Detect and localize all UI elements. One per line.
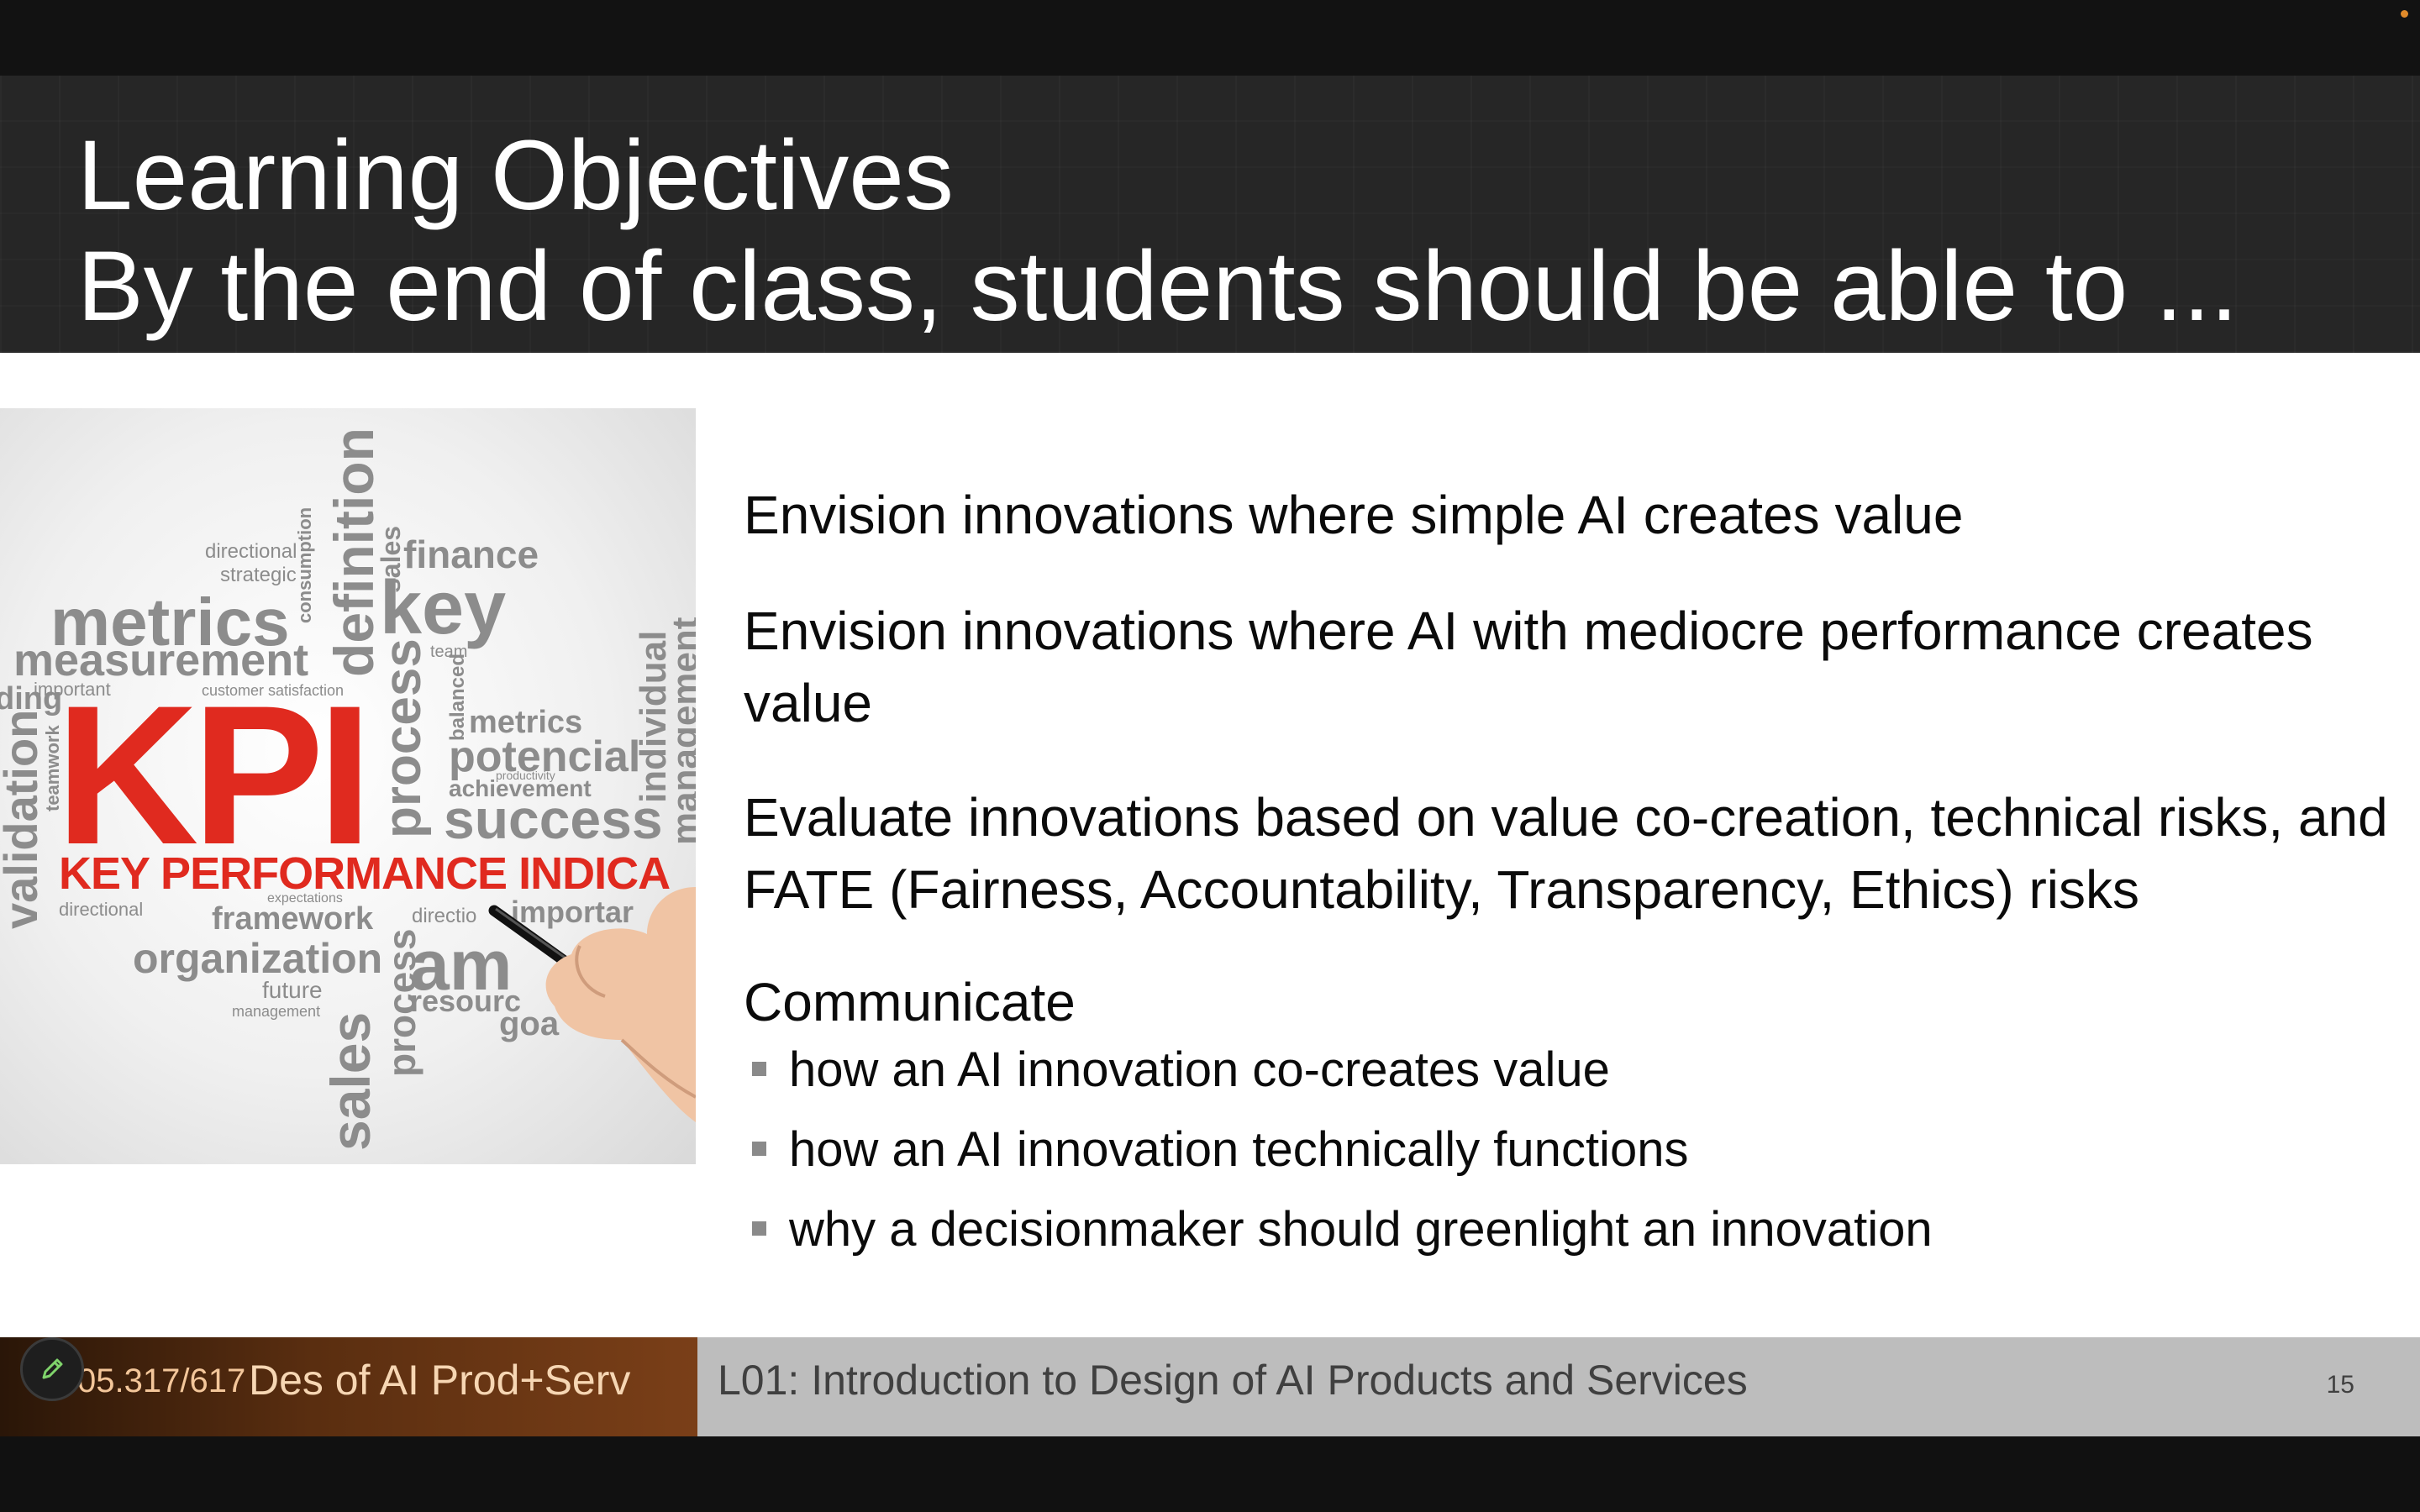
slide-footer: 05.317/617 Des of AI Prod+Serv L01: Intr… xyxy=(0,1337,2420,1436)
course-name: Des of AI Prod+Serv xyxy=(249,1357,631,1404)
list-item-text: how an AI innovation technically functio… xyxy=(789,1122,1689,1177)
slide: Learning Objectives By the end of class,… xyxy=(0,76,2420,1436)
annotate-button[interactable] xyxy=(20,1337,84,1401)
word-metrics2: metrics xyxy=(469,705,582,740)
lecture-title: L01: Introduction to Design of AI Produc… xyxy=(718,1357,1748,1404)
word-organization: organization xyxy=(133,935,382,982)
word-goa: goa xyxy=(499,1005,560,1042)
course-banner: 05.317/617 Des of AI Prod+Serv xyxy=(0,1337,697,1436)
word-management-small: management xyxy=(232,1003,320,1020)
word-framework: framework xyxy=(212,901,374,937)
word-future: future xyxy=(262,977,323,1003)
recording-indicator xyxy=(2401,10,2408,18)
word-team: team xyxy=(430,643,467,661)
list-item: how an AI innovation co-creates value xyxy=(744,1037,1933,1116)
word-success: success xyxy=(444,788,663,850)
kpi-banner: KEY PERFORMANCE INDICA xyxy=(59,848,670,899)
hand-with-pen xyxy=(488,887,696,1122)
objective-3: Evaluate innovations based on value co-c… xyxy=(744,787,2388,920)
word-balanced: balanced xyxy=(446,654,469,741)
word-strategic: strategic xyxy=(220,564,297,586)
word-metrics: metrics xyxy=(50,585,290,659)
word-directional2: directional xyxy=(59,899,143,920)
list-item-text: how an AI innovation co-creates value xyxy=(789,1042,1610,1097)
word-validation: validation xyxy=(0,710,47,929)
lecture-banner: L01: Introduction to Design of AI Produc… xyxy=(697,1337,2420,1436)
word-measurement: measurement xyxy=(13,635,308,685)
word-importar: importar xyxy=(511,895,634,929)
list-item: why a decisionmaker should greenlight an… xyxy=(744,1196,1933,1276)
word-teamwork: teamwork xyxy=(42,725,63,811)
word-process: process xyxy=(374,638,432,838)
objective-2: Envision innovations where AI with medio… xyxy=(744,601,2313,733)
word-sales-bottom: sales xyxy=(319,1012,381,1151)
word-ding: ding xyxy=(0,681,62,717)
word-finance: finance xyxy=(403,533,539,576)
kpi-main-word: KPI xyxy=(55,664,366,886)
word-consumption: consumption xyxy=(294,507,315,623)
slide-subtitle: By the end of class, students should be … xyxy=(77,231,2238,342)
list-item-text: why a decisionmaker should greenlight an… xyxy=(789,1202,1933,1257)
slide-title: Learning Objectives xyxy=(77,120,954,231)
word-sales-top: sales xyxy=(376,526,406,593)
word-expectations: expectations xyxy=(267,891,343,906)
word-am: am xyxy=(410,926,512,1005)
communicate-list: how an AI innovation co-creates value ho… xyxy=(744,1037,1933,1276)
square-bullet-icon xyxy=(752,1142,766,1156)
square-bullet-icon xyxy=(752,1221,766,1236)
slide-header: Learning Objectives By the end of class,… xyxy=(0,76,2420,353)
bottom-bar xyxy=(0,1436,2420,1512)
word-achievement: achievement xyxy=(449,775,592,801)
objective-4: Communicate xyxy=(744,972,1076,1032)
top-bar xyxy=(0,0,2420,76)
word-process-bottom: process xyxy=(380,929,424,1077)
list-item: how an AI innovation technically functio… xyxy=(744,1116,1933,1196)
word-directio: directio xyxy=(412,905,476,927)
word-management: management xyxy=(665,617,696,845)
word-potencial: potencial xyxy=(449,732,640,781)
word-key: key xyxy=(380,566,506,650)
word-individual: individual xyxy=(633,631,674,803)
pencil-icon xyxy=(42,1358,63,1379)
objective-1: Envision innovations where simple AI cre… xyxy=(744,485,1964,545)
word-productivity: productivity xyxy=(496,769,555,782)
word-definition: definition xyxy=(323,428,385,677)
course-code: 05.317/617 xyxy=(77,1362,246,1399)
kpi-word-cloud-image: metrics measurement directional strategi… xyxy=(0,408,696,1164)
word-resourc: resourc xyxy=(410,984,521,1018)
word-important: important xyxy=(34,679,111,700)
page-number: 15 xyxy=(2326,1371,2354,1399)
word-directional: directional xyxy=(205,540,297,563)
square-bullet-icon xyxy=(752,1062,766,1076)
word-customer-satisfaction: customer satisfaction xyxy=(202,682,344,699)
